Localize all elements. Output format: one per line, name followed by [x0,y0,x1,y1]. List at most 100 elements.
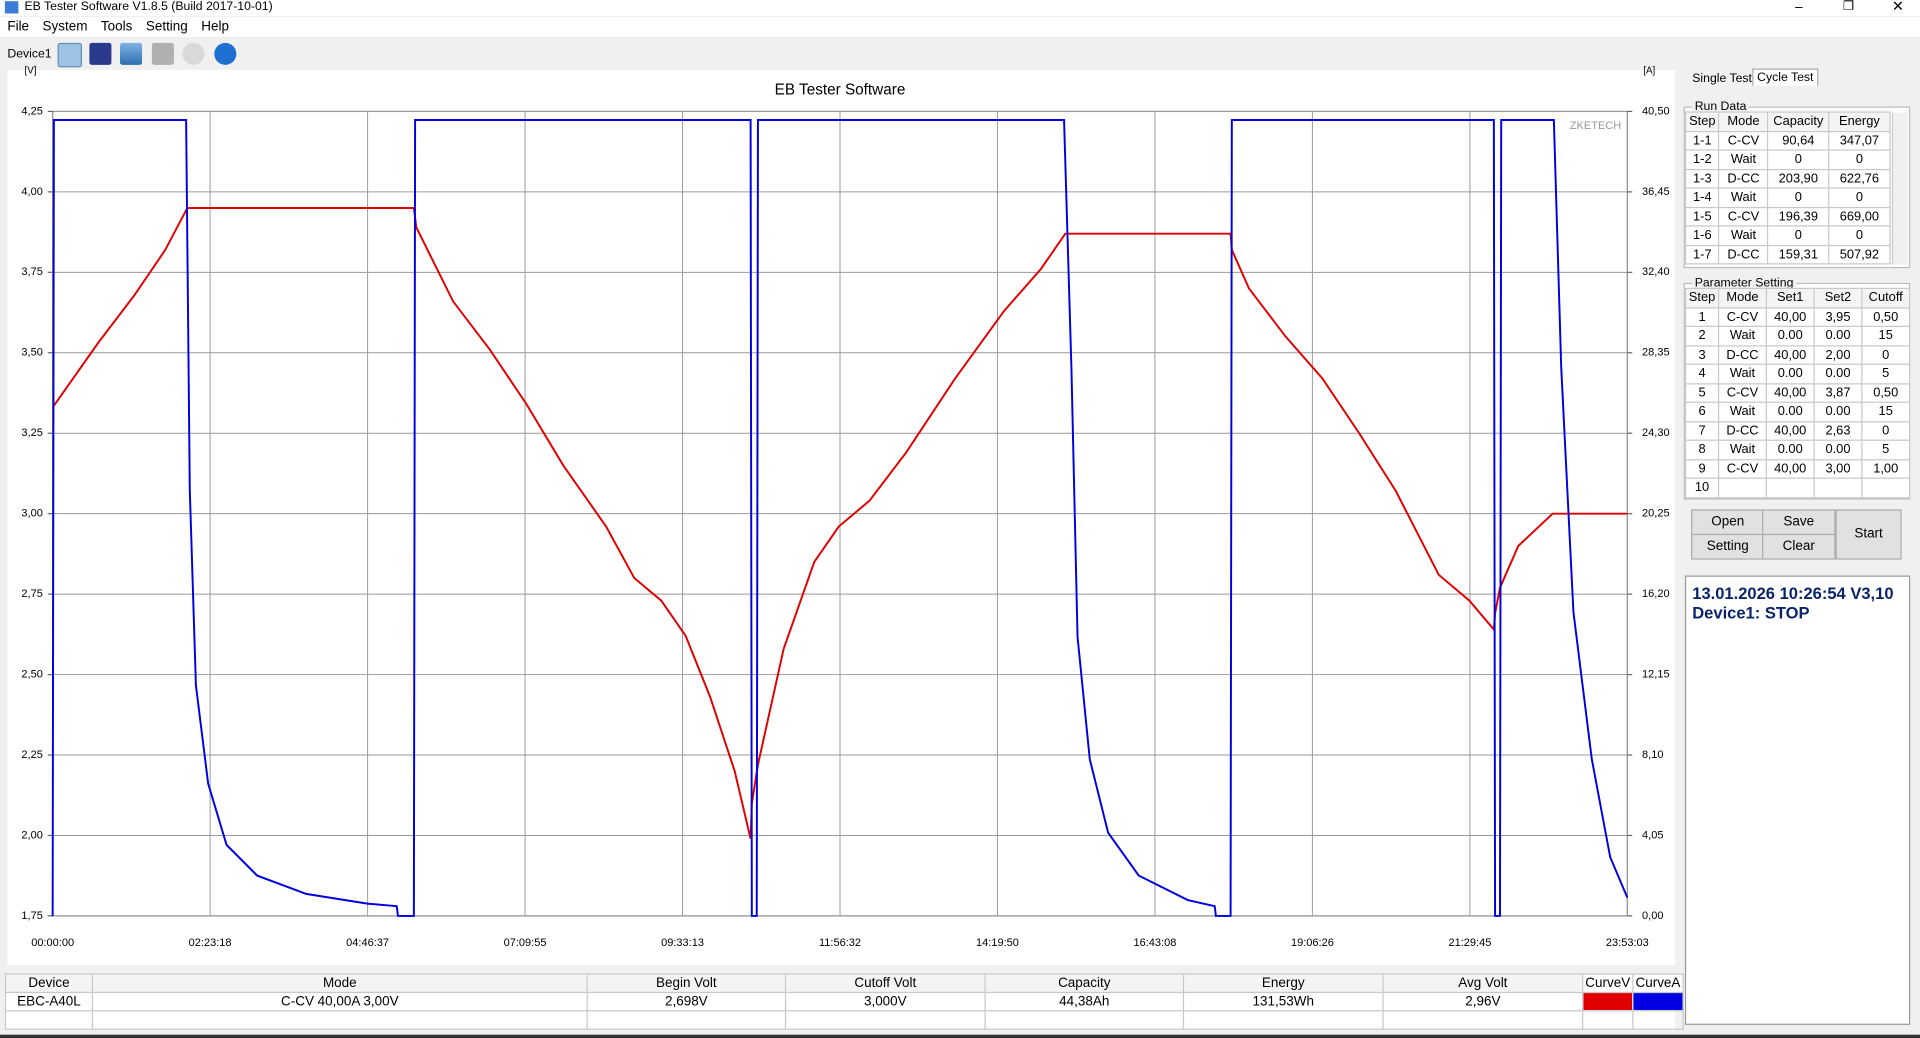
cell: 0 [1861,420,1911,441]
header-cell: Step [1684,111,1720,132]
y-tick-label: 2,25 [21,749,42,761]
tab[interactable]: Single Test [1692,72,1752,86]
chart-icon[interactable] [120,42,143,65]
save-icon[interactable] [89,42,112,65]
cell [784,1010,986,1030]
scrollbar[interactable] [1891,112,1908,265]
cell: 0.00 [1813,325,1863,346]
cell: 507,92 [1828,244,1891,265]
cell: 15 [1861,325,1911,346]
cell: 347,07 [1828,130,1891,151]
menu-item[interactable]: File [7,19,30,35]
empty-row [4,1010,1684,1030]
taskbar-edge [0,1034,1920,1038]
cell: 5 [1684,382,1720,403]
cell: 0.00 [1765,363,1815,384]
cell: 669,00 [1828,206,1891,227]
cell: C-CV [1717,458,1767,479]
maximize-button[interactable]: ❐ [1842,0,1854,14]
open-icon[interactable] [57,42,83,68]
save-button[interactable]: Save [1762,509,1836,536]
side-panel: Single Test Cycle Test Run Data Step Mode… [1683,68,1911,646]
device-label[interactable]: Device1 [7,47,52,62]
cell: 1-4 [1684,187,1720,208]
cell [1182,1010,1384,1030]
search-icon[interactable] [182,42,205,65]
x-tick-label: 11:56:32 [819,937,861,949]
header-cell: Device [4,973,94,994]
x-tick-label: 16:43:08 [1133,937,1176,949]
cell: Wait [1718,149,1769,170]
clear-button[interactable]: Clear [1762,533,1836,560]
row: EBC-A40L C-CV 40,00A 3,00V 2,698V 3,000V 44,… [4,991,1684,1012]
status-box: 13.01.2026 10:26:54 V3,10 Device1: STOP [1684,575,1911,1025]
tab-active[interactable]: Cycle Test [1752,68,1819,86]
cell: 0.00 [1765,439,1815,460]
app-icon [4,1,19,14]
cell: 9 [1684,458,1720,479]
x-tick-label: 00:00:00 [31,937,74,949]
row: 1-7 D-CC 159,31 507,92 [1684,244,1891,265]
cell [1632,1010,1684,1030]
legend-header: CurveA [1632,973,1684,994]
header-cell: Mode [1717,287,1767,308]
close-button[interactable]: ✕ [1891,0,1905,15]
window-title: EB Tester Software V1.8.5 (Build 2017-10… [24,0,273,14]
cell [984,1010,1185,1030]
cell: 40,00 [1765,344,1815,365]
cell: 5 [1861,439,1911,460]
tools-icon[interactable] [151,42,174,65]
menu-item[interactable]: Setting [145,19,188,35]
start-button[interactable]: Start [1835,509,1902,560]
info-icon[interactable] [214,42,237,65]
cell: 0.00 [1813,363,1863,384]
cell: 0.00 [1813,439,1863,460]
legend-swatch [1582,991,1634,1012]
menu-item[interactable]: Tools [100,19,133,35]
cell [91,1010,588,1030]
menu-bar: File System Tools Setting Help [0,17,1920,37]
setting-button[interactable]: Setting [1691,533,1765,560]
chart: EB Tester Software [V] [A] ZKETECH 00:00… [7,66,1676,965]
watermark: ZKETECH [1570,120,1621,132]
cell: 40,00 [1765,382,1815,403]
y2-tick-label: 40,50 [1642,105,1670,117]
table: Step Mode Capacity Energy 1-1 C-CV 90,64 347,07… [1684,111,1891,265]
cell: D-CC [1717,420,1767,441]
cell: 2 [1684,325,1720,346]
menu-item[interactable]: Help [201,19,229,35]
cell: 1-1 [1684,130,1720,151]
row: 1-4 Wait 0 0 [1684,187,1891,208]
cell: 2,698V [586,991,787,1012]
row: 6 Wait 0.00 0.00 15 [1684,401,1911,422]
cell: 0,50 [1861,306,1911,327]
y-tick-label: 2,75 [21,588,42,600]
x-tick-label: 07:09:55 [504,937,547,949]
cell: C-CV [1718,130,1769,151]
run-data-table: Step Mode Capacity Energy 1-1 C-CV 90,64 347,07… [1684,111,1891,265]
x-tick-label: 19:06:26 [1291,937,1334,949]
cell: Wait [1717,325,1767,346]
header-cell: Mode [1718,111,1769,132]
x-tick-label: 14:19:50 [976,937,1019,949]
cell: C-CV [1717,306,1767,327]
row: 1-6 Wait 0 0 [1684,225,1891,246]
header-cell: Set2 [1813,287,1863,308]
minimize-button[interactable]: – [1795,0,1803,15]
cell: 7 [1684,420,1720,441]
x-tick-label: 09:33:13 [661,937,704,949]
menu-item[interactable]: System [42,19,88,35]
cell: 1 [1684,306,1720,327]
y-tick-label: 1,75 [21,910,42,922]
open-button[interactable]: Open [1691,509,1765,536]
cell: 196,39 [1767,206,1830,227]
cell: 203,90 [1767,168,1830,189]
cell [1813,477,1863,498]
status-device: Device1: STOP [1692,603,1810,623]
cell: Wait [1718,187,1769,208]
status-datetime: 13.01.2026 10:26:54 V3,10 [1692,584,1894,603]
cell [1717,477,1767,498]
cell: 3,87 [1813,382,1863,403]
cell: 90,64 [1767,130,1830,151]
